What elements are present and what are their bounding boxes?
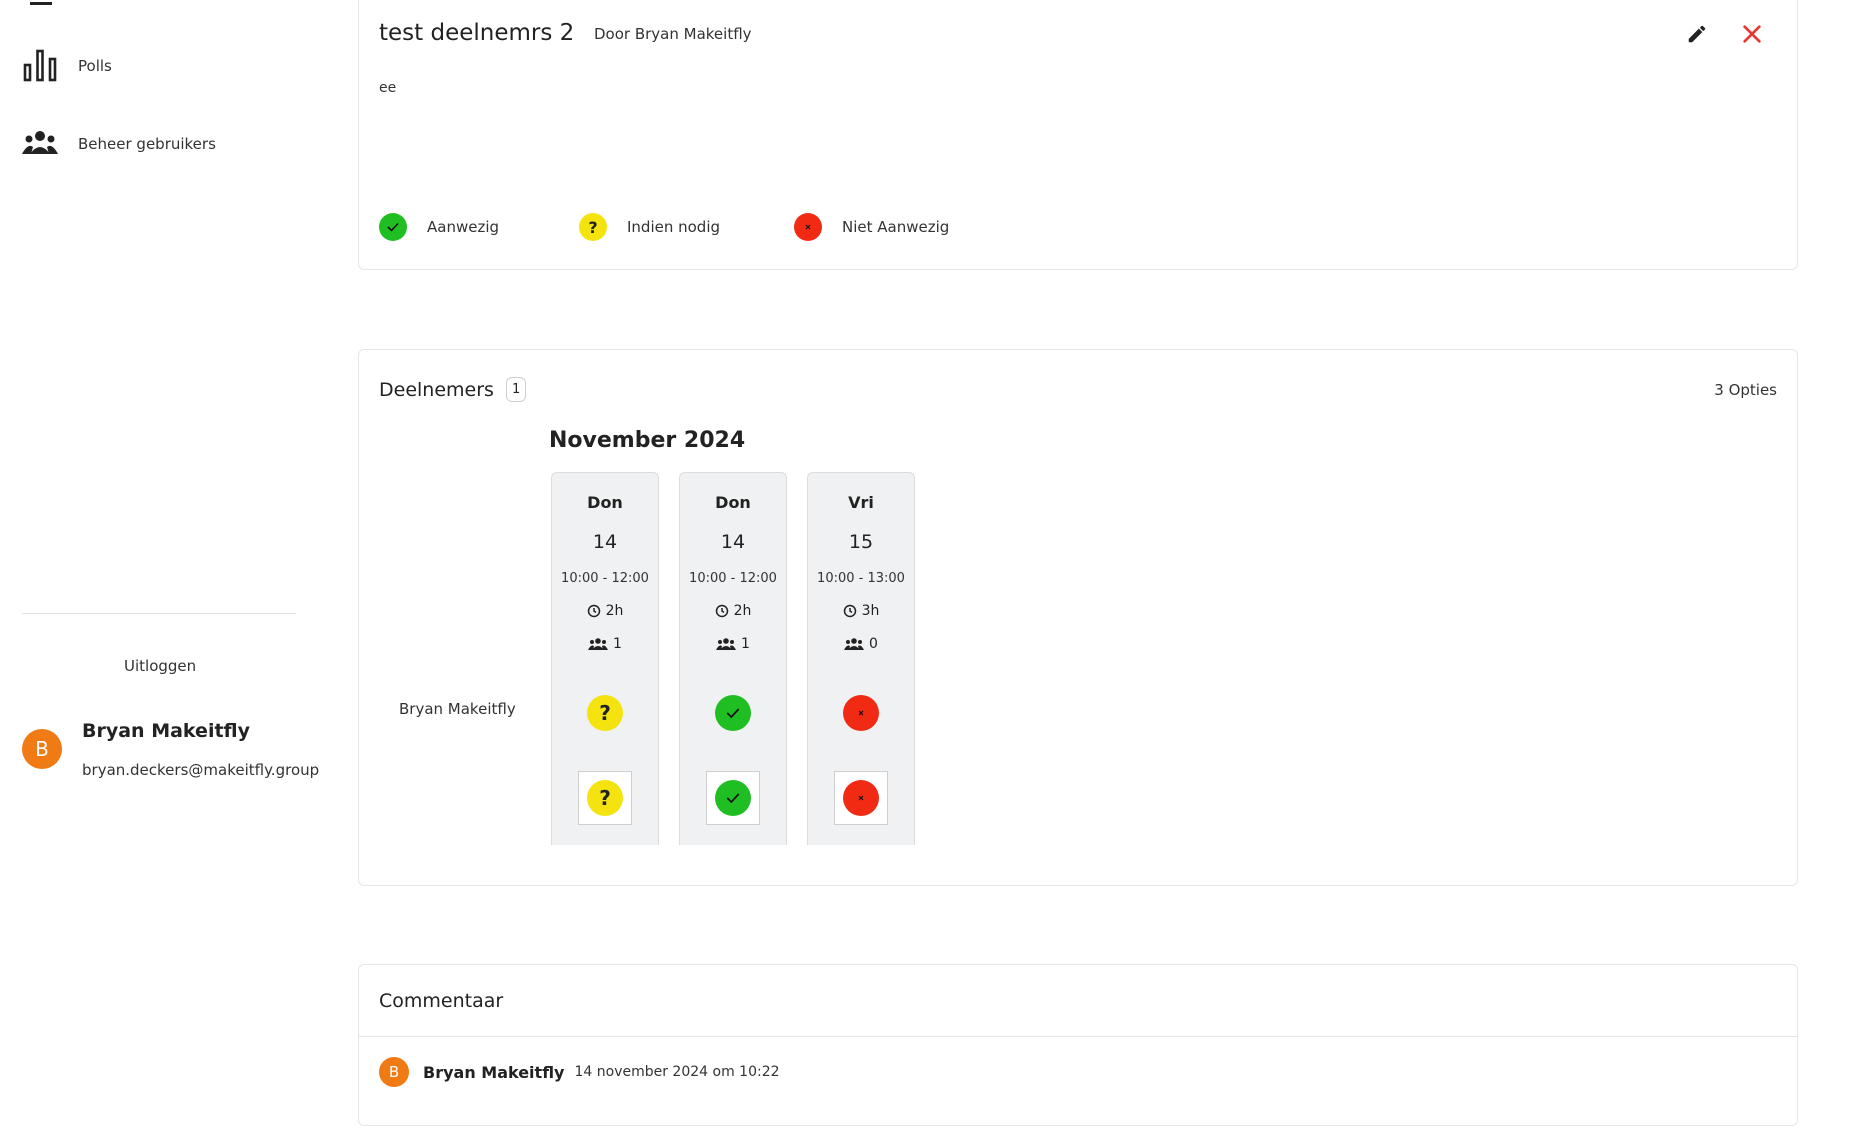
poll-author: Door Bryan Makeitfly [594, 25, 752, 43]
sidebar-divider [22, 613, 296, 614]
option-date: 15 [848, 531, 874, 553]
vote-toggle-button[interactable] [834, 771, 888, 825]
delete-button[interactable] [1735, 17, 1769, 51]
comment-timestamp: 14 november 2024 om 10:22 [574, 1064, 780, 1080]
sidebar: Polls Beheer gebruikers Uitloggen B Brya… [0, 0, 330, 1082]
vote-toggle-button[interactable]: ? [578, 771, 632, 825]
participants-title-text: Deelnemers [379, 378, 494, 401]
participants-count-badge: 1 [505, 377, 527, 402]
option-time: 10:00 - 12:00 [561, 571, 649, 586]
legend-item-maybe: ? Indien nodig [579, 213, 794, 241]
option-time: 10:00 - 12:00 [689, 571, 777, 586]
check-icon [715, 695, 751, 731]
x-icon [843, 780, 879, 816]
menu-icon-partial[interactable] [30, 0, 52, 5]
status-legend: Aanwezig ? Indien nodig Niet Aanwezig [379, 213, 949, 241]
people-count: 0 [869, 636, 878, 652]
month-heading: November 2024 [549, 428, 746, 453]
legend-label: Indien nodig [627, 218, 721, 236]
logout-button[interactable]: Uitloggen [124, 657, 197, 675]
check-icon [715, 780, 751, 816]
option-people: 1 [680, 636, 786, 652]
option-duration: 3h [808, 603, 914, 619]
participant-name: Bryan Makeitfly [399, 700, 516, 718]
question-icon: ? [579, 213, 607, 241]
x-icon [843, 695, 879, 731]
comments-title: Commentaar [379, 990, 504, 1012]
group-icon [716, 638, 737, 650]
option-time: 10:00 - 13:00 [817, 571, 905, 586]
comment-author: Bryan Makeitfly [423, 1062, 565, 1082]
group-icon [844, 638, 865, 650]
option-duration: 2h [552, 603, 658, 619]
user-name: Bryan Makeitfly [82, 720, 251, 742]
option-column: Vri 15 10:00 - 13:00 3h 0 [807, 472, 915, 845]
poll-title: test deelnemrs 2 [379, 20, 575, 46]
pencil-icon [1688, 25, 1706, 43]
people-count: 1 [741, 636, 750, 652]
edit-button[interactable] [1680, 17, 1714, 51]
comment-item: B Bryan Makeitfly 14 november 2024 om 10… [379, 1057, 780, 1087]
group-icon [588, 638, 609, 650]
participants-card: Deelnemers 1 3 Opties November 2024 Brya… [358, 349, 1798, 886]
option-duration: 2h [680, 603, 786, 619]
duration-value: 3h [861, 603, 880, 619]
option-people: 1 [552, 636, 658, 652]
comments-card: Commentaar B Bryan Makeitfly 14 november… [358, 964, 1798, 1126]
poll-description: ee [379, 80, 397, 96]
option-day: Vri [848, 493, 874, 512]
bar-chart-icon [23, 49, 57, 82]
sidebar-item-users[interactable]: Beheer gebruikers [22, 126, 216, 162]
duration-value: 2h [733, 603, 752, 619]
user-email: bryan.deckers@makeitfly.group [82, 761, 320, 779]
option-people: 0 [808, 636, 914, 652]
people-count: 1 [613, 636, 622, 652]
legend-item-yes: Aanwezig [379, 213, 579, 241]
clock-icon [715, 604, 728, 618]
participants-title: Deelnemers 1 [379, 377, 527, 402]
check-icon [379, 213, 407, 241]
sidebar-item-label: Polls [78, 57, 112, 75]
question-icon: ? [587, 695, 623, 731]
option-column: Don 14 10:00 - 12:00 2h 1 [679, 472, 787, 845]
clock-icon [843, 604, 856, 618]
x-icon [794, 213, 822, 241]
option-day: Don [587, 493, 623, 512]
close-icon [1743, 25, 1761, 43]
poll-card: test deelnemrs 2 Door Bryan Makeitfly ee… [358, 0, 1798, 270]
clock-icon [587, 604, 600, 618]
legend-label: Aanwezig [427, 218, 500, 236]
question-icon: ? [587, 780, 623, 816]
group-icon [22, 131, 58, 154]
option-date: 14 [720, 531, 746, 553]
sidebar-item-label: Beheer gebruikers [78, 135, 216, 153]
duration-value: 2h [605, 603, 624, 619]
legend-item-no: Niet Aanwezig [794, 213, 949, 241]
sidebar-item-polls[interactable]: Polls [22, 48, 112, 84]
option-date: 14 [592, 531, 618, 553]
legend-label: Niet Aanwezig [842, 218, 950, 236]
vote-toggle-button[interactable] [706, 771, 760, 825]
option-column: Don 14 10:00 - 12:00 2h 1 ? ? [551, 472, 659, 845]
options-count: 3 Opties [1714, 381, 1777, 399]
option-day: Don [715, 493, 751, 512]
avatar: B [379, 1057, 409, 1087]
comments-divider [359, 1036, 1797, 1037]
avatar: B [22, 729, 62, 769]
